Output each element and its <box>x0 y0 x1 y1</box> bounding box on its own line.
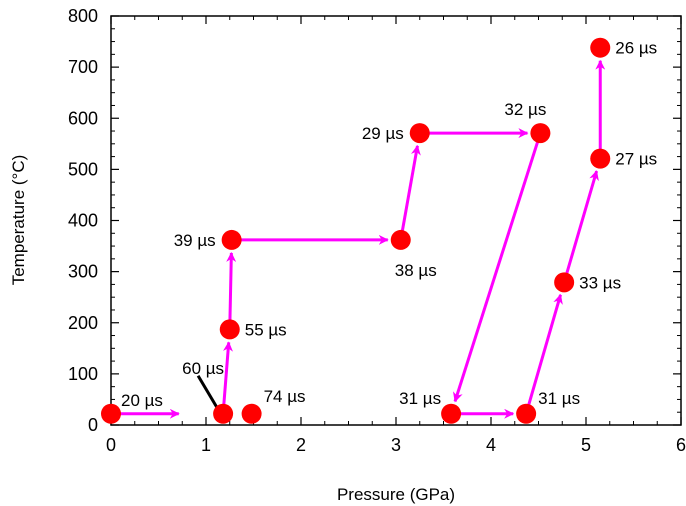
point-label: 31 µs <box>538 389 580 408</box>
data-point <box>241 403 262 424</box>
x-tick-label: 5 <box>581 435 591 455</box>
y-tick-label: 800 <box>68 6 98 26</box>
transition-arrow <box>226 251 237 330</box>
data-point <box>221 229 242 250</box>
point-label: 27 µs <box>615 150 657 169</box>
point-label: 31 µs <box>399 389 441 408</box>
transition-arrow <box>524 293 563 415</box>
x-tick-label: 6 <box>676 435 686 455</box>
point-series <box>101 37 611 424</box>
x-axis-title: Pressure (GPa) <box>337 485 455 504</box>
y-tick-label: 200 <box>68 313 98 333</box>
y-tick-label: 100 <box>68 364 98 384</box>
y-tick-label: 0 <box>88 415 98 435</box>
data-point <box>441 403 462 424</box>
y-tick-label: 600 <box>68 108 98 128</box>
x-tick-label: 1 <box>201 435 211 455</box>
data-point <box>409 123 430 144</box>
data-point <box>219 319 240 340</box>
point-label: 74 µs <box>264 387 306 406</box>
point-label: 32 µs <box>504 100 546 119</box>
leader-lines <box>196 374 219 409</box>
y-tick-label: 300 <box>68 262 98 282</box>
transition-arrow <box>399 144 421 241</box>
y-tick-label: 500 <box>68 159 98 179</box>
label-leader-line <box>196 374 219 409</box>
point-labels: 20 µs 60 µs 74 µs 55 µs 39 µs 38 µs 29 µs 32 µs… <box>121 39 657 410</box>
arrow-series <box>111 59 606 419</box>
data-point <box>101 403 121 424</box>
data-point <box>530 123 551 144</box>
data-point <box>554 272 575 293</box>
data-point <box>390 229 411 250</box>
x-tick-label: 0 <box>106 435 116 455</box>
transition-arrow <box>221 341 234 414</box>
point-label: 20 µs <box>121 391 163 410</box>
point-label: 39 µs <box>174 231 216 250</box>
data-point <box>590 148 611 169</box>
x-tick-label: 2 <box>296 435 306 455</box>
transition-arrow <box>453 132 542 403</box>
x-tick-label: 3 <box>391 435 401 455</box>
x-tick-label: 4 <box>486 435 496 455</box>
point-label: 26 µs <box>615 39 657 58</box>
transition-arrow <box>562 170 599 283</box>
axis-ticks: 0 1 2 3 4 5 6 0 100 200 300 400 500 600 700 800 <box>68 6 686 455</box>
point-label: 38 µs <box>395 261 437 280</box>
point-label: 55 µs <box>245 320 287 339</box>
data-point <box>516 403 537 424</box>
y-axis-title: Temperature (°C) <box>9 155 28 286</box>
y-tick-label: 700 <box>68 57 98 77</box>
point-label: 33 µs <box>579 273 621 292</box>
data-point <box>590 37 611 58</box>
data-point <box>213 403 234 424</box>
y-tick-label: 400 <box>68 211 98 231</box>
point-label: 29 µs <box>362 124 404 143</box>
point-label: 60 µs <box>182 359 224 378</box>
